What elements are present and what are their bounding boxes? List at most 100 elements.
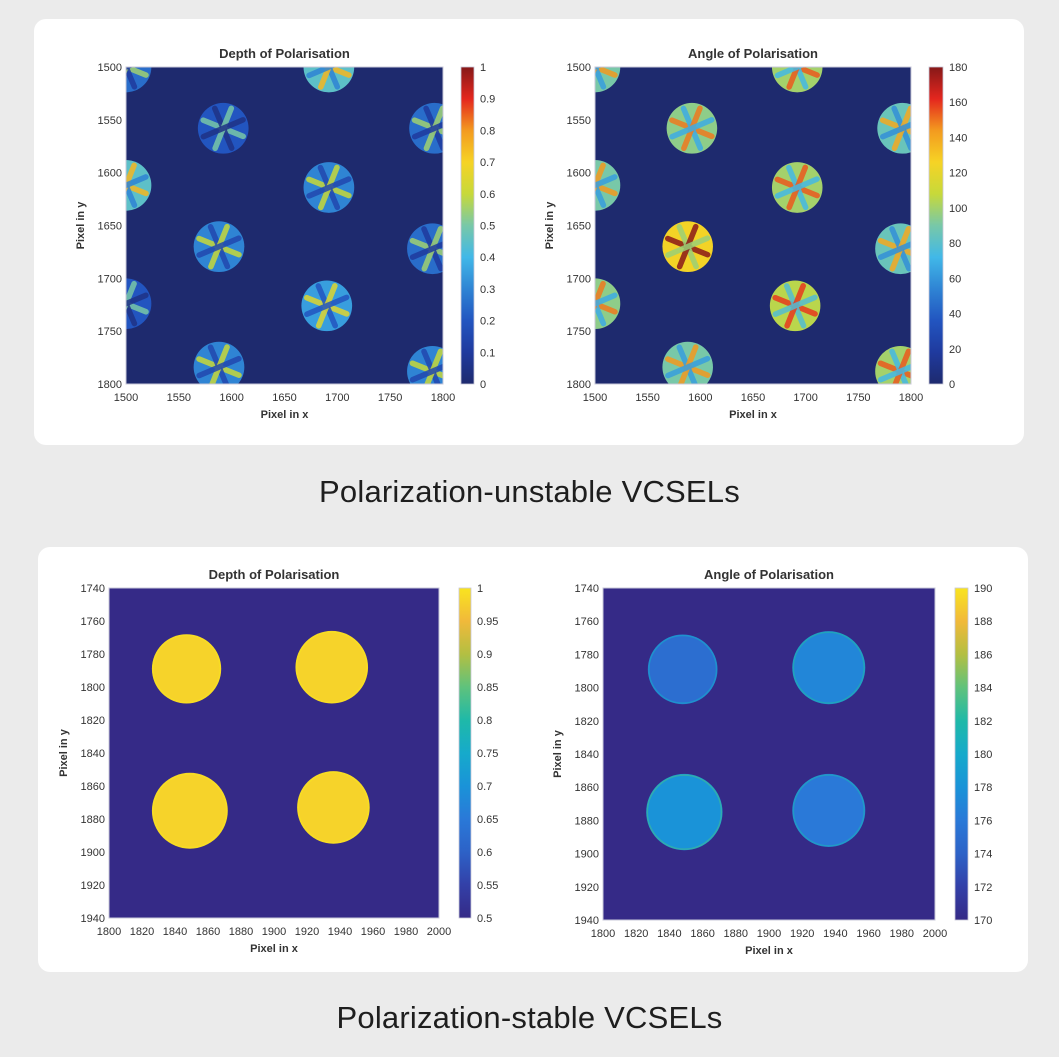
x-tick-label: 1800 — [899, 392, 923, 404]
heatmap-background — [109, 588, 439, 918]
heatmap-spot-texture — [126, 67, 138, 90]
caption-stable: Polarization-stable VCSELs — [336, 1000, 723, 1035]
axes-frame — [108, 587, 440, 919]
heatmap-spot — [297, 771, 370, 844]
x-tick-label: 1800 — [431, 392, 455, 404]
heatmap-spot-texture — [595, 67, 607, 90]
y-tick-label: 1800 — [81, 682, 105, 694]
x-tick-label: 2000 — [923, 928, 947, 940]
heatmap-spot-edge — [792, 774, 865, 847]
y-axis-label: Pixel in y — [544, 201, 556, 250]
heatmap-spot-texture — [318, 67, 332, 90]
heatmap-spot-edge — [295, 631, 368, 704]
x-axis-label: Pixel in x — [261, 409, 310, 421]
colorbar-tick-label: 170 — [974, 915, 992, 927]
y-tick-label: 1760 — [81, 616, 105, 628]
chart-title: Depth of Polarisation — [209, 567, 340, 582]
colorbar-tick-label: 186 — [974, 649, 992, 661]
heatmap-spot-texture — [126, 67, 149, 78]
y-tick-label: 1900 — [81, 847, 105, 859]
heatmap-spot-texture — [665, 235, 711, 258]
x-tick-label: 1840 — [163, 926, 187, 938]
colorbar-tick-label: 0.1 — [480, 347, 495, 359]
heatmap-spot-texture — [669, 117, 715, 140]
x-axis-label: Pixel in x — [729, 409, 778, 421]
y-tick-label: 1760 — [575, 616, 599, 628]
colorbar-tick-label: 1 — [480, 62, 486, 74]
y-tick-label: 1600 — [98, 168, 122, 180]
colorbar-tick-label: 0.4 — [480, 252, 495, 264]
colorbar-tick-label: 0.5 — [480, 221, 495, 233]
x-tick-label: 1650 — [272, 392, 296, 404]
x-tick-label: 1980 — [394, 926, 418, 938]
colorbar-tick-label: 0.7 — [477, 781, 492, 793]
x-tick-label: 1900 — [757, 928, 781, 940]
heatmap-spot-texture — [595, 300, 618, 315]
heatmap-spot — [409, 102, 443, 154]
colorbar-tick-label: 40 — [949, 309, 961, 321]
y-tick-label: 1880 — [81, 814, 105, 826]
colorbar-tick-label: 0.55 — [477, 880, 498, 892]
colorbar-tick-label: 176 — [974, 815, 992, 827]
chart-title: Angle of Polarisation — [688, 46, 818, 61]
colorbar-tick-label: 0.5 — [477, 913, 492, 925]
y-tick-label: 1820 — [81, 715, 105, 727]
heatmap-spot-texture — [325, 67, 341, 90]
heatmap-spot-texture — [306, 67, 337, 79]
x-tick-label: 1940 — [328, 926, 352, 938]
y-tick-label: 1500 — [567, 62, 591, 74]
x-tick-label: 1980 — [890, 928, 914, 940]
x-tick-label: 1700 — [325, 392, 349, 404]
colorbar — [460, 66, 475, 385]
chart-aop-stable: Angle of Polarisation 1800 1820 1840 1860 188… — [552, 567, 992, 957]
caption-unstable: Polarization-unstable VCSELs — [319, 474, 740, 509]
x-tick-label: 1750 — [378, 392, 402, 404]
y-tick-label: 1740 — [81, 583, 105, 595]
colorbar — [458, 587, 472, 919]
colorbar-tick-label: 0.9 — [480, 94, 495, 106]
colorbar-tick-label: 188 — [974, 616, 992, 628]
colorbar-tick-label: 0.75 — [477, 748, 498, 760]
colorbar-tick-label: 0.2 — [480, 316, 495, 328]
y-tick-label: 1650 — [567, 221, 591, 233]
heatmap-spot-edge — [648, 634, 718, 704]
x-axis-label: Pixel in x — [250, 943, 299, 955]
y-tick-label: 1880 — [575, 815, 599, 827]
heatmap-spot-texture — [877, 363, 911, 383]
y-tick-label: 1700 — [567, 273, 591, 285]
heatmap-spot-edge — [152, 773, 228, 849]
y-tick-label: 1840 — [81, 748, 105, 760]
colorbar-tick-label: 120 — [949, 168, 967, 180]
heatmap-spot-edge — [792, 631, 865, 704]
heatmap-spot-texture — [126, 300, 149, 315]
heatmap-spot-texture — [196, 235, 242, 258]
colorbar-tick-label: 160 — [949, 97, 967, 109]
colorbar-tick-label: 80 — [949, 238, 961, 250]
colorbar-tick-label: 0 — [480, 379, 486, 391]
heatmap-spot-texture — [409, 241, 443, 260]
y-tick-label: 1900 — [575, 849, 599, 861]
heatmap-spot-texture — [665, 355, 711, 379]
y-tick-label: 1780 — [81, 649, 105, 661]
colorbar-tick-label: 0.6 — [480, 189, 495, 201]
x-tick-label: 1500 — [583, 392, 607, 404]
x-tick-label: 2000 — [427, 926, 451, 938]
colorbar-tick-label: 0.6 — [477, 847, 492, 859]
x-tick-label: 1840 — [657, 928, 681, 940]
colorbar-tick-label: 0.7 — [480, 157, 495, 169]
x-tick-label: 1600 — [219, 392, 243, 404]
x-tick-label: 1960 — [856, 928, 880, 940]
colorbar-tick-label: 182 — [974, 716, 992, 728]
axes-frame — [125, 66, 444, 385]
y-tick-label: 1840 — [575, 749, 599, 761]
heatmap-spot-texture — [794, 67, 809, 90]
heatmap-spot-texture — [595, 296, 607, 327]
heatmap-spot-texture — [595, 178, 607, 208]
chart-title: Angle of Polarisation — [704, 567, 834, 582]
colorbar-tick-label: 100 — [949, 203, 967, 215]
heatmap-spot-texture — [774, 176, 820, 199]
chart-dop-stable: Depth of Polarisation 1800 1820 1840 1860 188… — [58, 567, 498, 955]
heatmap-spot-texture — [595, 292, 618, 307]
